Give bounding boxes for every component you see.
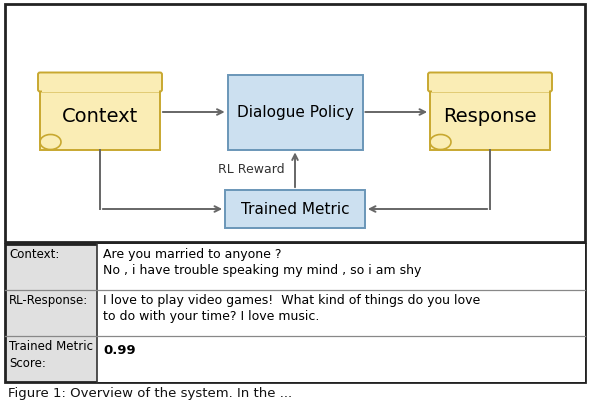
FancyBboxPatch shape bbox=[38, 73, 162, 91]
Text: RL-Response:: RL-Response: bbox=[9, 294, 88, 307]
Text: Are you married to anyone ?: Are you married to anyone ? bbox=[103, 248, 281, 261]
Text: Context:: Context: bbox=[9, 248, 60, 261]
FancyBboxPatch shape bbox=[41, 82, 159, 91]
Text: I love to play video games!  What kind of things do you love: I love to play video games! What kind of… bbox=[103, 294, 480, 307]
Text: Context: Context bbox=[62, 107, 138, 126]
FancyBboxPatch shape bbox=[225, 190, 365, 228]
FancyBboxPatch shape bbox=[228, 75, 362, 150]
Text: Trained Metric
Score:: Trained Metric Score: bbox=[9, 340, 93, 370]
Text: 0.99: 0.99 bbox=[103, 344, 136, 357]
Text: No , i have trouble speaking my mind , so i am shy: No , i have trouble speaking my mind , s… bbox=[103, 264, 421, 277]
FancyBboxPatch shape bbox=[431, 82, 549, 91]
FancyBboxPatch shape bbox=[5, 4, 585, 242]
FancyBboxPatch shape bbox=[428, 73, 552, 91]
Text: Figure 1: Overview of the system. In the ...: Figure 1: Overview of the system. In the… bbox=[8, 387, 292, 400]
FancyBboxPatch shape bbox=[5, 244, 585, 382]
Text: Response: Response bbox=[443, 107, 537, 126]
Text: to do with your time? I love music.: to do with your time? I love music. bbox=[103, 310, 319, 323]
FancyBboxPatch shape bbox=[40, 89, 160, 150]
FancyBboxPatch shape bbox=[97, 244, 585, 382]
Text: Trained Metric: Trained Metric bbox=[241, 201, 349, 216]
Text: Dialogue Policy: Dialogue Policy bbox=[237, 105, 353, 119]
FancyBboxPatch shape bbox=[430, 89, 550, 150]
Text: RL Reward: RL Reward bbox=[218, 163, 285, 176]
